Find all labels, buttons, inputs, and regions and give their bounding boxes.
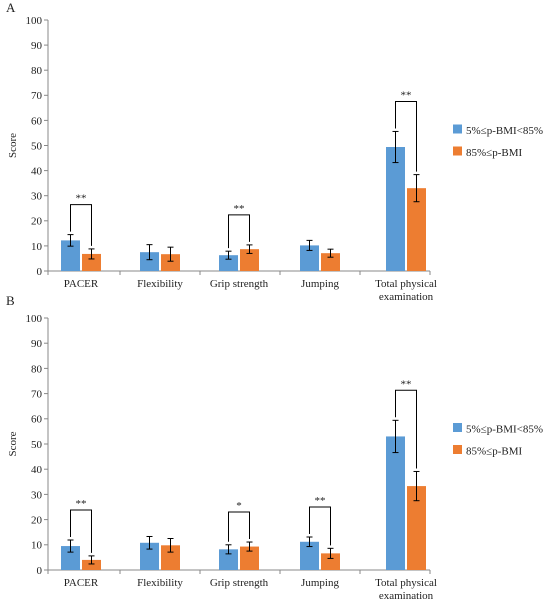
category-label: Jumping (301, 577, 339, 589)
panel-letter: B (6, 293, 15, 308)
y-tick-label: 50 (31, 439, 43, 451)
legend-swatch (453, 445, 462, 454)
y-tick-label: 20 (31, 514, 43, 526)
bar-overweight (407, 486, 426, 570)
significance-bracket (395, 100, 417, 172)
category-label: Flexibility (137, 278, 183, 290)
category-label: Total physical examination (375, 278, 437, 303)
y-tick-label: 40 (31, 165, 43, 177)
significance-bracket (395, 389, 417, 469)
y-tick-label: 100 (26, 15, 43, 27)
y-tick-label: 100 (26, 313, 43, 325)
bar-normal-weight (61, 240, 80, 271)
significance-bracket (228, 511, 250, 542)
y-axis-title: Score (7, 431, 19, 456)
category-label: Grip strength (210, 278, 269, 290)
legend-label: 5%≤p-BMI<85% (466, 423, 543, 435)
y-tick-label: 50 (31, 140, 43, 152)
panel-letter: A (6, 0, 16, 15)
y-tick-label: 10 (31, 540, 43, 552)
y-tick-label: 60 (31, 115, 43, 127)
y-tick-label: 80 (31, 363, 43, 375)
significance-label: ** (76, 193, 87, 205)
bar-overweight (240, 546, 259, 570)
legend-label: 85%≤p-BMI (466, 147, 522, 159)
significance-bracket (70, 509, 92, 553)
category-label: Jumping (301, 278, 339, 290)
bar-normal-weight (300, 541, 319, 570)
y-tick-label: 10 (31, 241, 43, 253)
y-tick-label: 30 (31, 191, 43, 203)
significance-label: ** (401, 378, 412, 390)
significance-bracket (70, 204, 92, 246)
y-tick-label: 60 (31, 414, 43, 426)
bar-normal-weight (140, 542, 159, 570)
legend-label: 85%≤p-BMI (466, 445, 522, 457)
category-label: PACER (64, 278, 99, 290)
panel-b: B Score 0 10 20 30 40 50 60 70 80 90 100 PACER Flexibi… (6, 293, 543, 600)
legend-label: 5%≤p-BMI<85% (466, 125, 543, 137)
y-tick-label: 0 (37, 565, 43, 577)
y-tick-label: 90 (31, 338, 43, 350)
y-tick-label: 90 (31, 40, 43, 52)
panel-a: A Score 0 10 20 30 40 50 60 70 80 90 100 PACER Flexibi… (6, 0, 543, 303)
y-tick-label: 20 (31, 216, 43, 228)
category-label: Grip strength (210, 577, 269, 589)
y-axis-title: Score (7, 133, 19, 158)
bar-overweight (161, 254, 180, 271)
significance-label: ** (315, 495, 326, 507)
bar-overweight (161, 545, 180, 570)
category-label: Flexibility (137, 577, 183, 589)
bar-normal-weight (386, 147, 405, 271)
significance-bracket (228, 214, 250, 249)
significance-bracket (309, 506, 331, 546)
y-tick-label: 0 (37, 266, 43, 278)
bar-overweight (82, 253, 101, 271)
bar-overweight (321, 253, 340, 271)
y-tick-label: 40 (31, 464, 43, 476)
bar-overweight (321, 553, 340, 570)
category-label: PACER (64, 577, 99, 589)
bar-normal-weight (140, 252, 159, 271)
legend-swatch (453, 124, 462, 134)
bar-overweight (82, 559, 101, 570)
legend-swatch (453, 146, 462, 156)
y-tick-label: 30 (31, 489, 43, 501)
legend-swatch (453, 423, 462, 432)
significance-label: ** (234, 203, 245, 215)
bar-overweight (407, 188, 426, 271)
significance-label: ** (76, 498, 87, 510)
y-tick-label: 70 (31, 90, 43, 102)
bar-normal-weight (219, 255, 238, 271)
significance-label: * (236, 500, 242, 512)
bar-normal-weight (61, 546, 80, 570)
bar-normal-weight (386, 436, 405, 570)
bar-overweight (240, 249, 259, 271)
y-tick-label: 80 (31, 65, 43, 77)
bar-normal-weight (300, 245, 319, 271)
category-label: Total physical examination (375, 577, 437, 600)
y-tick-label: 70 (31, 388, 43, 400)
bar-normal-weight (219, 549, 238, 570)
significance-label: ** (401, 89, 412, 101)
